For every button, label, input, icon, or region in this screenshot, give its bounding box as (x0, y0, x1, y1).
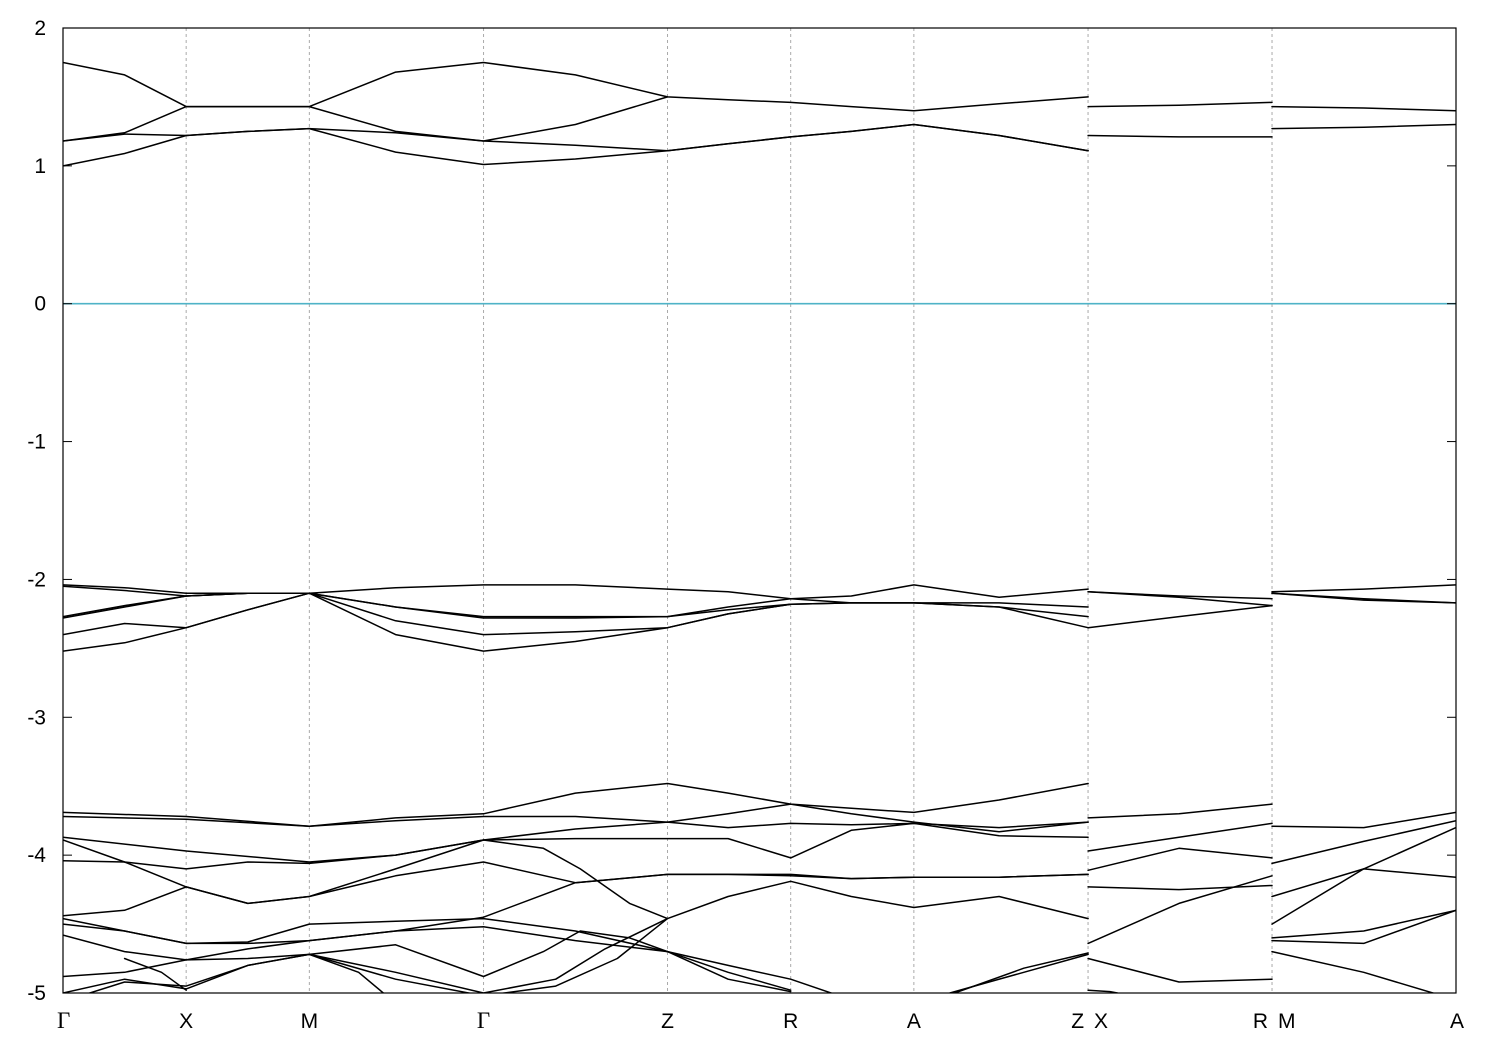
band-line (1087, 134, 1273, 138)
band-line (63, 803, 1089, 833)
kpoint-label: X (1094, 1010, 1108, 1033)
y-tick-label: 1 (34, 155, 46, 178)
band-line (63, 782, 1089, 827)
band-line (1087, 803, 1273, 819)
band-line (308, 953, 385, 993)
bands-group (63, 61, 1456, 993)
band-line (63, 123, 1089, 167)
band-line (1271, 123, 1456, 130)
band-line (87, 917, 669, 993)
band-line (1271, 950, 1436, 993)
band-line (63, 61, 1089, 112)
band-line (123, 957, 187, 991)
plot-frame (62, 27, 1457, 994)
band-line (1087, 847, 1273, 872)
band-line (1087, 957, 1273, 983)
band-line (954, 952, 1089, 993)
band-line (1271, 868, 1456, 925)
band-line (1087, 591, 1273, 607)
band-line (1087, 875, 1273, 945)
kpoint-label: R (1253, 1010, 1268, 1033)
band-line (63, 821, 1089, 863)
band-line (1087, 604, 1273, 629)
band-line (1087, 822, 1273, 852)
band-line (1087, 884, 1273, 891)
kpoint-label: R (783, 1010, 798, 1033)
y-tick-label: -4 (27, 844, 46, 867)
band-line (63, 584, 1089, 600)
band-line (1271, 811, 1456, 829)
band-line (63, 123, 1089, 152)
band-line (1271, 105, 1456, 112)
band-line (63, 822, 1089, 870)
band-line (63, 926, 792, 991)
band-line (63, 930, 792, 993)
band-line (63, 839, 1089, 920)
band-line (63, 592, 1089, 618)
band-line (1271, 909, 1456, 945)
kpoint-label: Γ (57, 1008, 70, 1033)
band-line (63, 592, 792, 652)
band-line (1271, 592, 1456, 604)
band-line (63, 861, 1089, 917)
y-tick-label: 2 (34, 17, 46, 40)
kpoint-label: Z (661, 1010, 674, 1033)
band-line (63, 96, 669, 142)
band-line (1271, 826, 1456, 898)
y-tick-label: -5 (27, 982, 46, 1005)
kpoint-label: M (1278, 1010, 1296, 1033)
band-line (63, 592, 311, 652)
band-line (1271, 584, 1456, 593)
band-line (1087, 101, 1273, 108)
band-line (1271, 819, 1456, 865)
kpoint-label: M (301, 1010, 319, 1033)
y-tick-label: 0 (34, 293, 46, 316)
y-tick-label: -1 (27, 431, 46, 454)
band-line (63, 592, 1089, 636)
y-tick-label: -3 (27, 706, 46, 729)
kpoint-label: X (179, 1010, 193, 1033)
kpoint-label: A (1450, 1010, 1464, 1033)
kpoint-label: Γ (477, 1008, 490, 1033)
kpoint-label: Z (1071, 1010, 1084, 1033)
y-tick-label: -2 (27, 568, 46, 591)
band-line (63, 917, 834, 993)
kpoint-label: A (907, 1010, 921, 1033)
band-line (1271, 909, 1456, 939)
